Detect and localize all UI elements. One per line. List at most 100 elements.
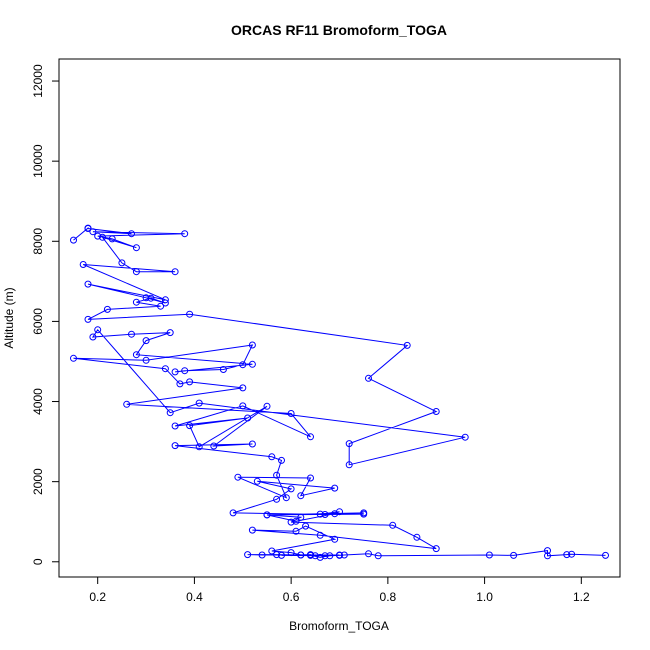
data-point	[132, 351, 140, 359]
data-point	[316, 531, 324, 539]
x-tick-label: 1.0	[476, 590, 493, 604]
y-tick-label: 8000	[31, 228, 45, 255]
data-point	[239, 384, 247, 392]
data-point	[181, 367, 189, 375]
data-point	[360, 509, 368, 517]
data-point	[292, 527, 300, 535]
data-point	[273, 551, 281, 559]
data-point	[268, 547, 276, 555]
data-point	[307, 551, 314, 559]
data-point	[79, 261, 87, 268]
data-point	[336, 508, 343, 516]
data-point	[84, 280, 92, 288]
data-point	[287, 518, 295, 526]
data-point	[219, 366, 227, 373]
data-point	[258, 551, 266, 559]
data-point	[278, 551, 285, 559]
data-point	[297, 492, 305, 500]
data-point	[89, 228, 97, 236]
data-point	[321, 511, 329, 518]
data-point	[157, 302, 165, 310]
data-point	[461, 433, 469, 441]
data-point	[544, 547, 551, 555]
data-point	[186, 422, 194, 430]
data-point	[287, 485, 295, 493]
data-point	[345, 440, 353, 448]
y-tick-label: 2000	[31, 468, 45, 495]
data-point	[568, 550, 576, 558]
x-axis-label: Bromoform_TOGA	[289, 619, 389, 633]
data-point	[171, 368, 179, 376]
data-point	[229, 509, 237, 517]
data-point	[282, 494, 290, 502]
data-point	[263, 511, 271, 519]
data-point	[244, 414, 252, 422]
data-point	[128, 330, 135, 338]
data-point	[268, 453, 276, 461]
data-point	[210, 442, 218, 450]
data-point	[234, 473, 242, 481]
data-point	[186, 378, 194, 386]
data-point	[297, 551, 305, 559]
data-point	[563, 551, 571, 559]
data-point	[365, 550, 372, 558]
data-point	[326, 552, 334, 560]
data-point	[331, 484, 339, 492]
data-point	[132, 244, 140, 252]
data-point	[510, 551, 518, 559]
x-tick-label: 0.2	[89, 590, 106, 604]
y-tick-label: 10000	[31, 144, 45, 178]
data-point	[171, 442, 179, 450]
series-layer	[70, 224, 609, 561]
data-point	[485, 551, 493, 559]
data-point	[413, 533, 421, 541]
data-point	[302, 522, 310, 530]
data-point	[142, 356, 150, 364]
data-point	[142, 294, 150, 302]
data-point	[278, 456, 285, 464]
data-point	[239, 361, 247, 369]
data-point	[195, 443, 203, 451]
data-point	[195, 399, 203, 407]
data-point	[132, 298, 140, 306]
data-point	[365, 374, 372, 382]
data-point	[84, 225, 92, 232]
data-point	[248, 526, 256, 534]
data-point	[186, 310, 194, 318]
data-point	[345, 461, 353, 469]
data-point	[389, 521, 397, 529]
data-point	[161, 299, 169, 307]
data-point	[544, 552, 551, 560]
data-point	[176, 380, 184, 388]
data-point	[321, 552, 329, 560]
data-point	[123, 400, 131, 408]
data-point	[297, 513, 305, 521]
data-point	[103, 305, 111, 313]
data-point	[89, 333, 97, 341]
y-tick-label: 6000	[31, 308, 45, 335]
data-point	[273, 495, 281, 503]
data-point	[142, 337, 150, 345]
y-axis-label: Altitude (m)	[2, 287, 16, 348]
data-point	[253, 477, 261, 485]
data-point	[94, 232, 102, 240]
y-axis: 0 2000 4000 6000 8000 10000 12000	[31, 64, 60, 565]
data-point	[340, 551, 348, 559]
y-tick-label: 0	[31, 558, 45, 565]
data-point	[108, 235, 116, 243]
data-point	[432, 545, 440, 553]
data-point	[171, 268, 179, 276]
data-point	[316, 553, 324, 561]
data-point	[432, 408, 440, 415]
y-tick-label: 4000	[31, 388, 45, 415]
data-point	[84, 315, 92, 323]
data-point	[248, 440, 256, 448]
data-point	[287, 549, 295, 557]
data-point	[161, 365, 169, 373]
data-point	[161, 296, 169, 304]
data-point	[292, 517, 300, 525]
data-point	[166, 329, 174, 337]
y-tick-label: 12000	[31, 64, 45, 98]
x-tick-label: 0.4	[186, 590, 203, 604]
